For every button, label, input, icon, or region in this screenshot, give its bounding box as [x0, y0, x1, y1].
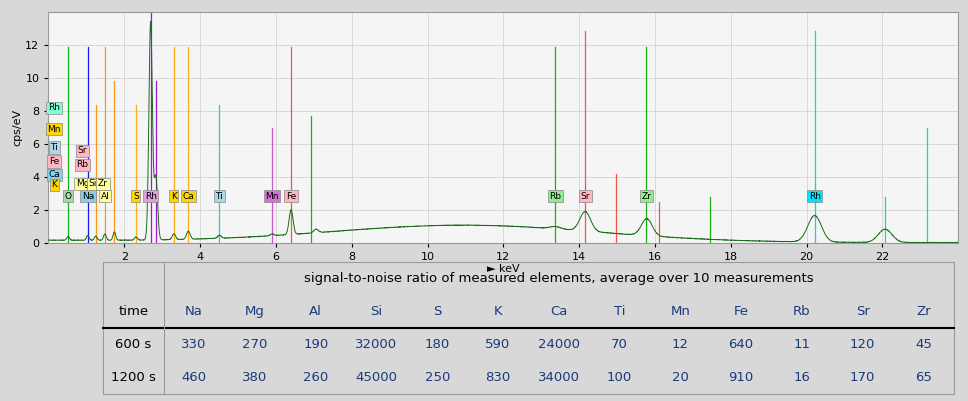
Text: 330: 330	[181, 338, 207, 351]
Text: Ti: Ti	[614, 305, 625, 318]
Text: 600 s: 600 s	[115, 338, 152, 351]
Text: Rb: Rb	[76, 160, 88, 169]
Text: 32000: 32000	[355, 338, 398, 351]
Text: 590: 590	[485, 338, 511, 351]
Text: 16: 16	[794, 371, 810, 384]
Text: 65: 65	[915, 371, 932, 384]
Text: 45000: 45000	[355, 371, 398, 384]
Text: O: O	[65, 192, 72, 201]
Text: S: S	[134, 192, 138, 201]
Text: 250: 250	[425, 371, 450, 384]
Text: Rb: Rb	[549, 192, 561, 201]
Y-axis label: cps/eV: cps/eV	[13, 109, 22, 146]
Text: 260: 260	[303, 371, 328, 384]
Text: Fe: Fe	[286, 192, 296, 201]
Text: Si: Si	[88, 179, 97, 188]
Text: Rh: Rh	[48, 103, 60, 112]
Text: Fe: Fe	[734, 305, 748, 318]
Text: Sr: Sr	[581, 192, 590, 201]
Text: 100: 100	[607, 371, 632, 384]
Text: 70: 70	[611, 338, 628, 351]
Text: 12: 12	[672, 338, 689, 351]
Text: Zr: Zr	[642, 192, 651, 201]
Text: Fe: Fe	[49, 157, 59, 166]
Text: Si: Si	[371, 305, 382, 318]
Text: 120: 120	[850, 338, 875, 351]
Text: 830: 830	[485, 371, 511, 384]
Text: 170: 170	[850, 371, 875, 384]
Text: 640: 640	[729, 338, 754, 351]
Text: Mg: Mg	[245, 305, 265, 318]
Text: Ca: Ca	[48, 170, 60, 179]
Text: 34000: 34000	[538, 371, 580, 384]
Text: Ti: Ti	[216, 192, 224, 201]
Text: 910: 910	[729, 371, 754, 384]
Text: 11: 11	[794, 338, 810, 351]
Text: Mn: Mn	[265, 192, 279, 201]
Text: Zr: Zr	[916, 305, 930, 318]
Text: 380: 380	[242, 371, 267, 384]
Text: Mn: Mn	[671, 305, 690, 318]
Text: 180: 180	[425, 338, 450, 351]
Text: Na: Na	[185, 305, 203, 318]
Text: Al: Al	[101, 192, 109, 201]
Text: S: S	[433, 305, 441, 318]
Text: Zr: Zr	[98, 179, 108, 188]
Text: Rb: Rb	[793, 305, 810, 318]
Text: Mn: Mn	[47, 125, 61, 134]
Text: Na: Na	[81, 192, 94, 201]
Text: 460: 460	[182, 371, 207, 384]
Text: K: K	[171, 192, 177, 201]
Text: 24000: 24000	[538, 338, 580, 351]
Text: Sr: Sr	[856, 305, 869, 318]
Text: Sr: Sr	[77, 146, 87, 155]
Text: Ca: Ca	[550, 305, 567, 318]
Text: Rh: Rh	[808, 192, 821, 201]
Text: K: K	[51, 180, 57, 189]
Text: 270: 270	[242, 338, 267, 351]
Text: Mg: Mg	[76, 179, 89, 188]
Text: 20: 20	[672, 371, 689, 384]
Text: 1200 s: 1200 s	[111, 371, 156, 384]
Text: Al: Al	[309, 305, 322, 318]
Text: 190: 190	[303, 338, 328, 351]
Text: signal-to-noise ratio of measured elements, average over 10 measurements: signal-to-noise ratio of measured elemen…	[304, 272, 813, 286]
Text: K: K	[494, 305, 502, 318]
Text: Ti: Ti	[50, 143, 58, 152]
Text: time: time	[118, 305, 148, 318]
X-axis label: ► keV: ► keV	[487, 264, 520, 274]
Text: Rh: Rh	[145, 192, 157, 201]
Text: 45: 45	[915, 338, 932, 351]
Text: Ca: Ca	[182, 192, 195, 201]
